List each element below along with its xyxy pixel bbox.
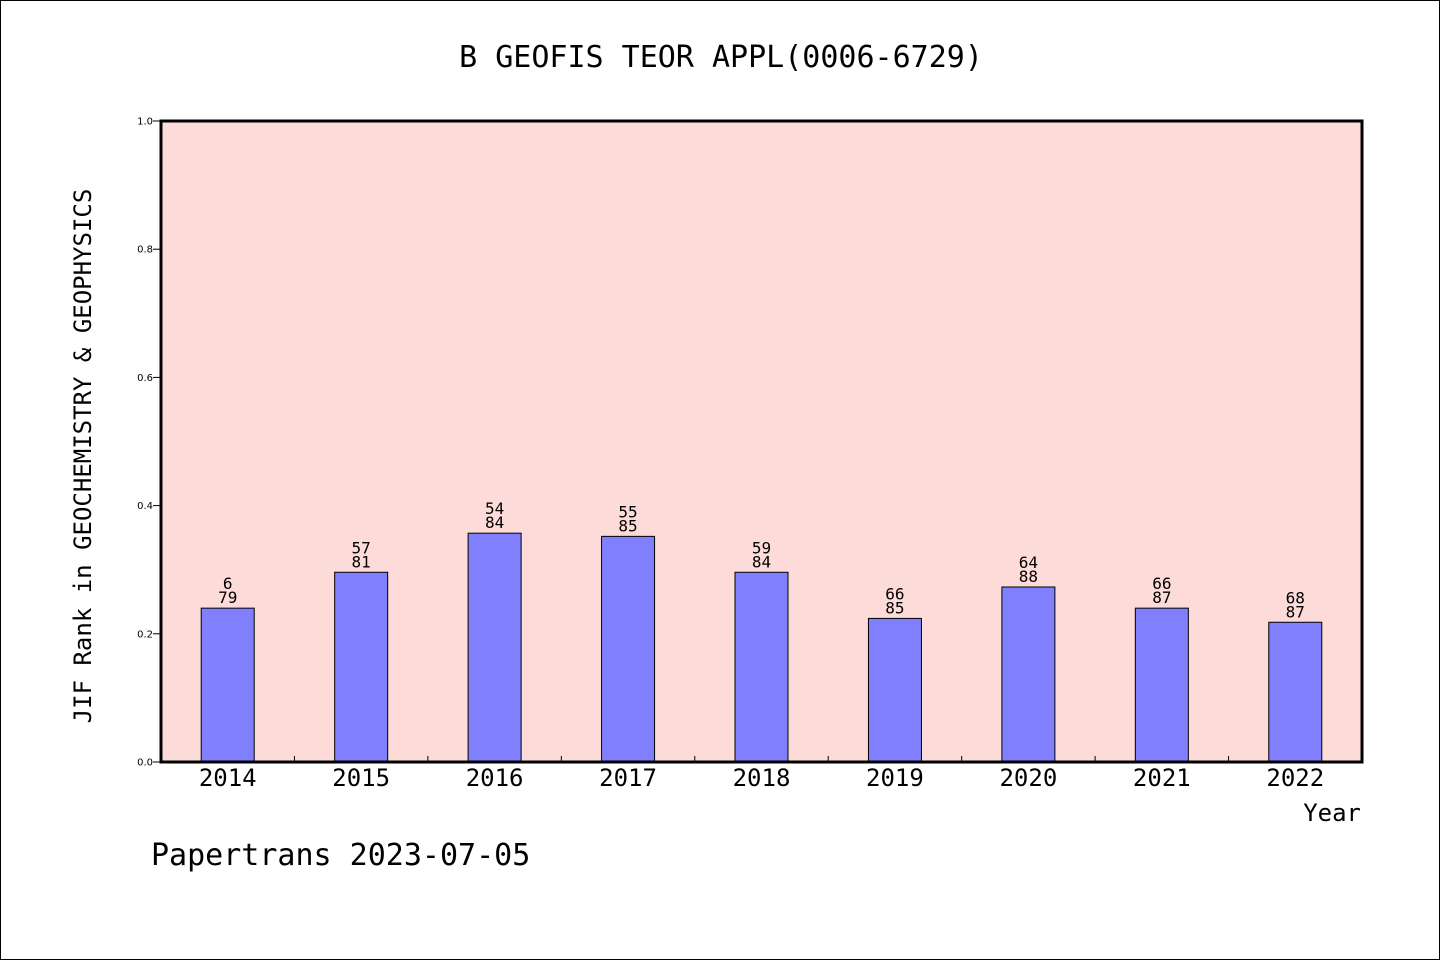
bar-total-label: 84 (752, 552, 771, 571)
bar-2015 (334, 571, 389, 763)
y-tick-label: 1.0 (137, 117, 153, 128)
bar-total-label: 87 (1286, 602, 1305, 621)
bar-2016 (467, 532, 522, 763)
bar-rank-label: 64 (1019, 553, 1038, 572)
x-tick-label: 2016 (466, 764, 524, 792)
y-tick-label: 0.0 (137, 758, 153, 769)
y-tick-label: 0.4 (137, 501, 153, 512)
footer-text: Papertrans 2023-07-05 (151, 838, 530, 873)
bar-rank-label: 68 (1286, 588, 1305, 607)
y-tick-label: 0.8 (137, 245, 153, 256)
bar-2019 (867, 617, 922, 763)
x-tick-label: 2017 (599, 764, 657, 792)
bar-rank-label: 54 (485, 499, 504, 518)
bar-2020 (1001, 586, 1056, 763)
bar-total-label: 84 (485, 513, 504, 532)
x-tick-label: 2014 (199, 764, 257, 792)
bar-rank-label: 55 (618, 502, 637, 521)
x-tick-label: 2020 (999, 764, 1057, 792)
bar-total-label: 85 (618, 516, 637, 535)
bar-rank-label: 6 (223, 574, 233, 593)
chart-title: B GEOFIS TEOR APPL(0006-6729) (459, 40, 983, 75)
axis-layer: 0.0 0.2 0.4 0.6 0.8 1.0 2014 2015 2016 2017 2018 20… (137, 117, 1324, 793)
bar-2022 (1268, 621, 1323, 763)
plot-frame (159, 119, 1364, 764)
bar-rank-label: 59 (752, 538, 771, 557)
bar-2018 (734, 571, 789, 763)
bar-2014 (200, 607, 255, 763)
bar-rank-label: 66 (1152, 574, 1171, 593)
y-tick-label: 0.2 (137, 629, 153, 640)
bar-2021 (1134, 607, 1189, 763)
y-tick-label: 0.6 (137, 373, 153, 384)
x-tick-label: 2019 (866, 764, 924, 792)
bar-total-label: 81 (352, 552, 371, 571)
x-tick-label: 2021 (1133, 764, 1191, 792)
y-axis-label: JIF Rank in GEOCHEMISTRY & GEOPHYSICS (69, 189, 97, 724)
x-tick-label: 2018 (733, 764, 791, 792)
bar-rank-label: 66 (885, 584, 904, 603)
bar-2017 (601, 535, 656, 763)
x-tick-label: 2015 (332, 764, 390, 792)
bar-total-label: 87 (1152, 588, 1171, 607)
x-tick-label: 2022 (1266, 764, 1324, 792)
bar-total-label: 79 (218, 588, 237, 607)
bar-total-label: 88 (1019, 567, 1038, 586)
x-axis-label: Year (1303, 799, 1361, 827)
bar-total-label: 85 (885, 598, 904, 617)
bar-rank-label: 57 (352, 538, 371, 557)
